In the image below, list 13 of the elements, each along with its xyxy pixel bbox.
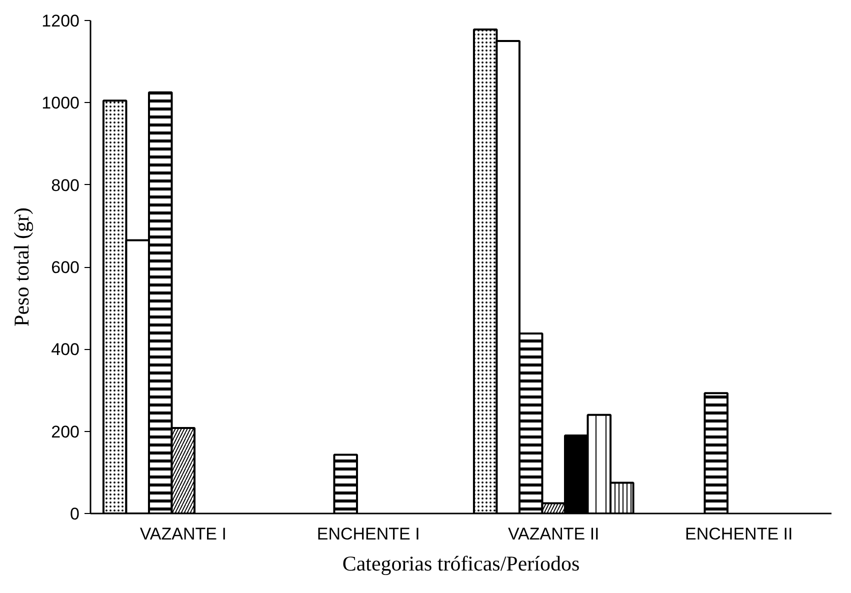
y-tick-label: 800 [51,176,80,195]
x-tick-label: ENCHENTE II [685,524,793,544]
y-tick-label: 1000 [42,94,80,113]
y-tick-label: 400 [51,340,80,360]
y-tick-label: 600 [51,258,80,277]
x-axis-title: Categorias tróficas/Períodos [342,552,580,576]
x-tick-label: VAZANTE I [140,524,226,544]
y-tick-label: 1200 [42,12,80,30]
y-axis-title: Peso total (gr) [10,208,34,326]
y-tick-label: 0 [70,504,80,524]
y-tick-label: 200 [51,422,80,442]
x-tick-label: ENCHENTE I [316,524,420,544]
x-tick-label: VAZANTE II [508,524,600,544]
